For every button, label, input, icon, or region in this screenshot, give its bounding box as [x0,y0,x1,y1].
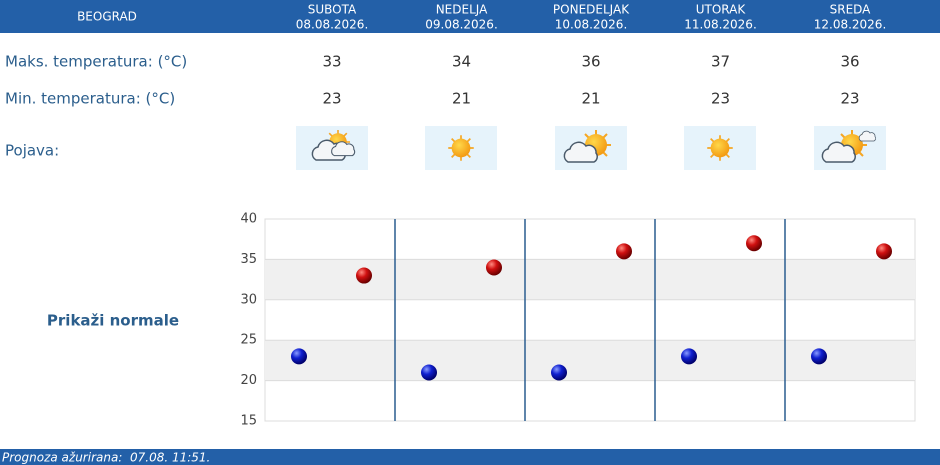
max-value: 36 [581,53,600,71]
min-value: 23 [840,90,859,108]
y-tick-label: 15 [240,414,257,429]
day-date: 09.08.2026. [425,18,498,32]
max-value: 34 [452,53,471,71]
weather-icons [296,126,886,170]
phenomenon-label: Pojava: [5,142,59,160]
temperature-chart: 15 20 25 30 35 40 [240,212,916,429]
day-name: NEDELJA [436,3,488,17]
max-value: 36 [840,53,859,71]
y-tick-label: 35 [240,252,257,267]
max-value: 33 [322,53,341,71]
header-bar [0,0,940,33]
grid-band [265,340,915,381]
grid-band [265,259,915,300]
min-value: 21 [581,90,600,108]
day-date: 12.08.2026. [814,18,887,32]
footer-bar [0,449,940,465]
y-tick-label: 30 [240,292,257,307]
day-date: 08.08.2026. [296,18,369,32]
y-tick-label: 40 [240,212,257,227]
max-dot [876,243,892,260]
y-tick-label: 20 [240,373,257,388]
min-dot [681,348,697,365]
max-dot [746,235,762,252]
min-value: 23 [322,90,341,108]
day-name: UTORAK [696,3,747,17]
min-value: 23 [711,90,730,108]
min-dot [551,364,567,381]
day-name: PONEDELJAK [553,3,630,17]
plot-area [264,218,916,422]
city: BEOGRAD [77,10,137,24]
max-dot [616,243,632,260]
max-dot [486,259,502,276]
y-tick-label: 25 [240,333,257,348]
max-value: 37 [711,53,730,71]
day-name: SREDA [830,3,872,17]
min-value: 21 [452,90,471,108]
min-dot [811,348,827,365]
min-dot [421,364,437,381]
max-dot [356,267,372,284]
day-date: 11.08.2026. [684,18,757,32]
min-label: Min. temperatura: (°C) [5,90,175,108]
day-name: SUBOTA [308,3,357,17]
max-label: Maks. temperatura: (°C) [5,53,187,71]
day-date: 10.08.2026. [555,18,628,32]
updated-note: Prognoza ažurirana: 07.08. 11:51. [2,451,210,465]
normals-link[interactable]: Prikaži normale [47,312,179,330]
min-dot [291,348,307,365]
